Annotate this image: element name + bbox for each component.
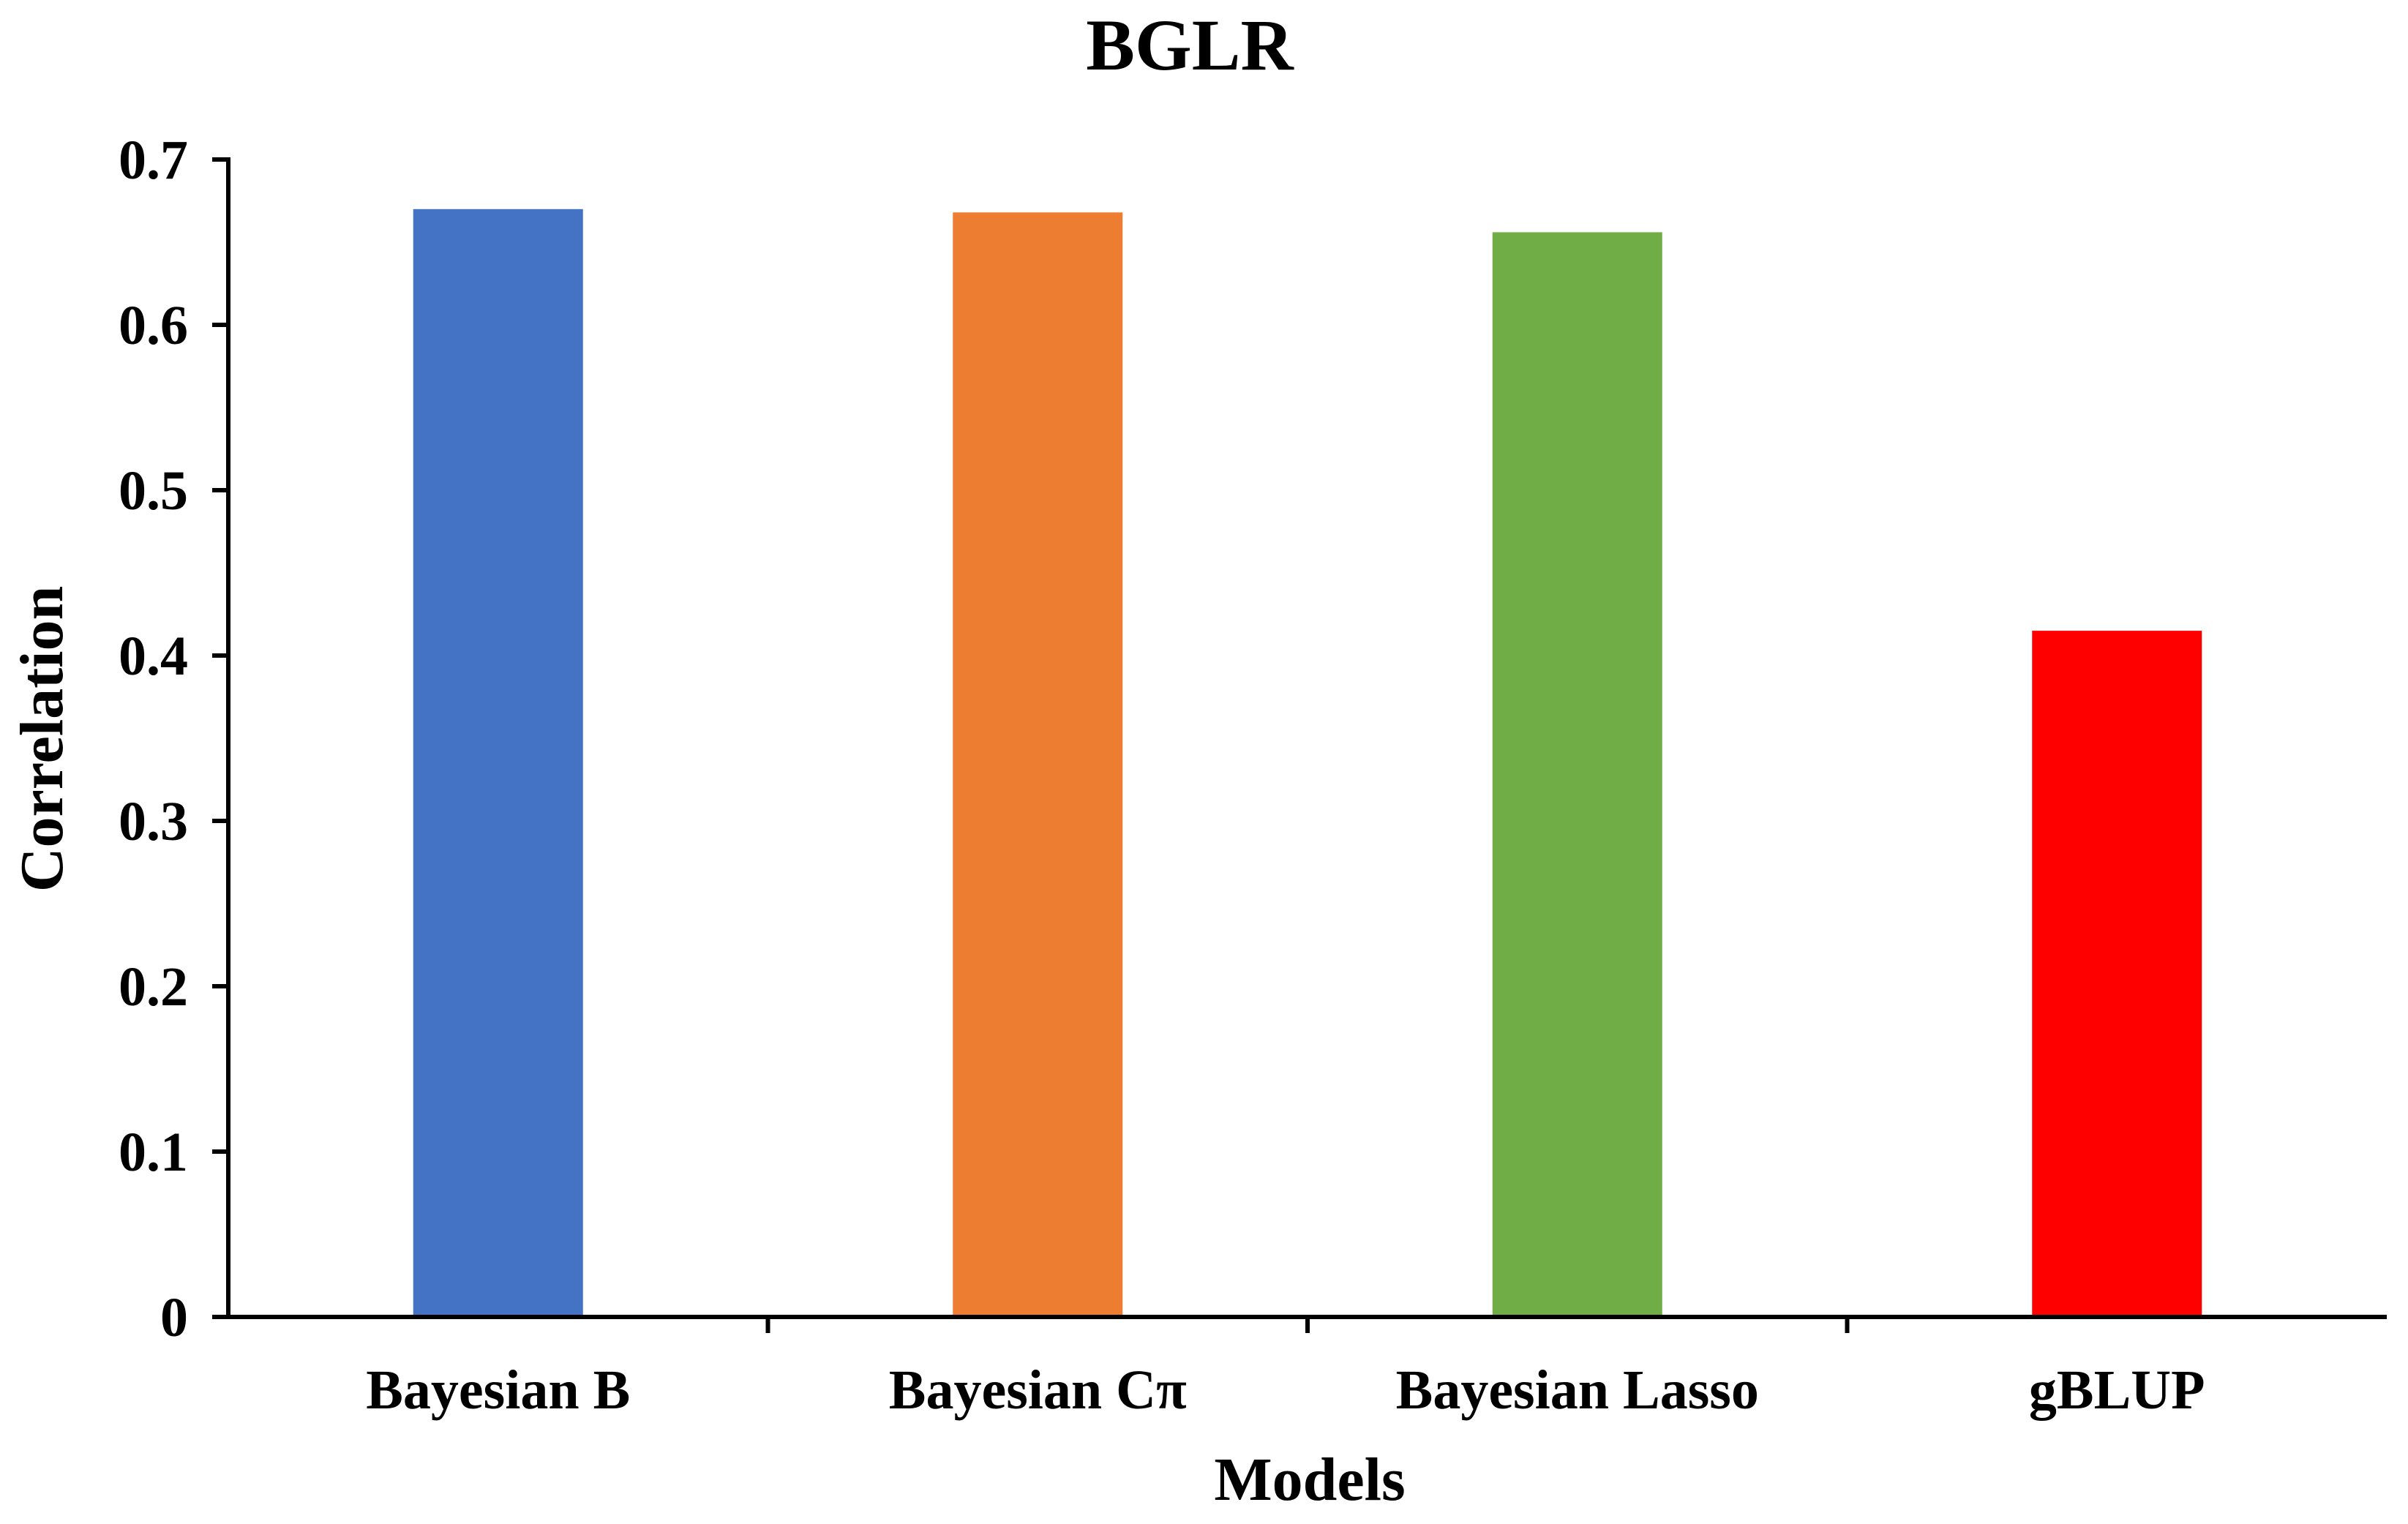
y-tick-label: 0.3 — [119, 791, 188, 852]
bar-bayesian-c — [953, 212, 1123, 1317]
x-axis-title: Models — [1214, 1446, 1405, 1514]
bar-gblup — [2032, 631, 2202, 1317]
y-tick-label: 0.7 — [119, 129, 188, 191]
y-tick-label: 0.2 — [119, 956, 188, 1018]
y-tick-label: 0 — [160, 1287, 188, 1348]
x-tick-label: gBLUP — [2029, 1359, 2205, 1421]
x-tick-label: Bayesian Lasso — [1396, 1359, 1759, 1421]
y-tick-label: 0.6 — [119, 295, 188, 356]
y-axis-title: Correlation — [8, 586, 76, 892]
chart-title: BGLR — [1086, 4, 1294, 86]
x-tick-label: Bayesian Cπ — [889, 1359, 1187, 1421]
y-tick-label: 0.5 — [119, 460, 188, 522]
x-tick-label: Bayesian B — [366, 1359, 630, 1421]
bar-bayesian-b — [413, 209, 583, 1317]
bar-bayesian-lasso — [1492, 232, 1662, 1318]
y-tick-label: 0.1 — [119, 1122, 188, 1183]
plot-area: 0 0.1 0.2 0.3 0.4 0.5 0.6 0.7 Bayesian B Bayesian… — [119, 129, 2387, 1421]
y-tick-label: 0.4 — [119, 626, 188, 687]
